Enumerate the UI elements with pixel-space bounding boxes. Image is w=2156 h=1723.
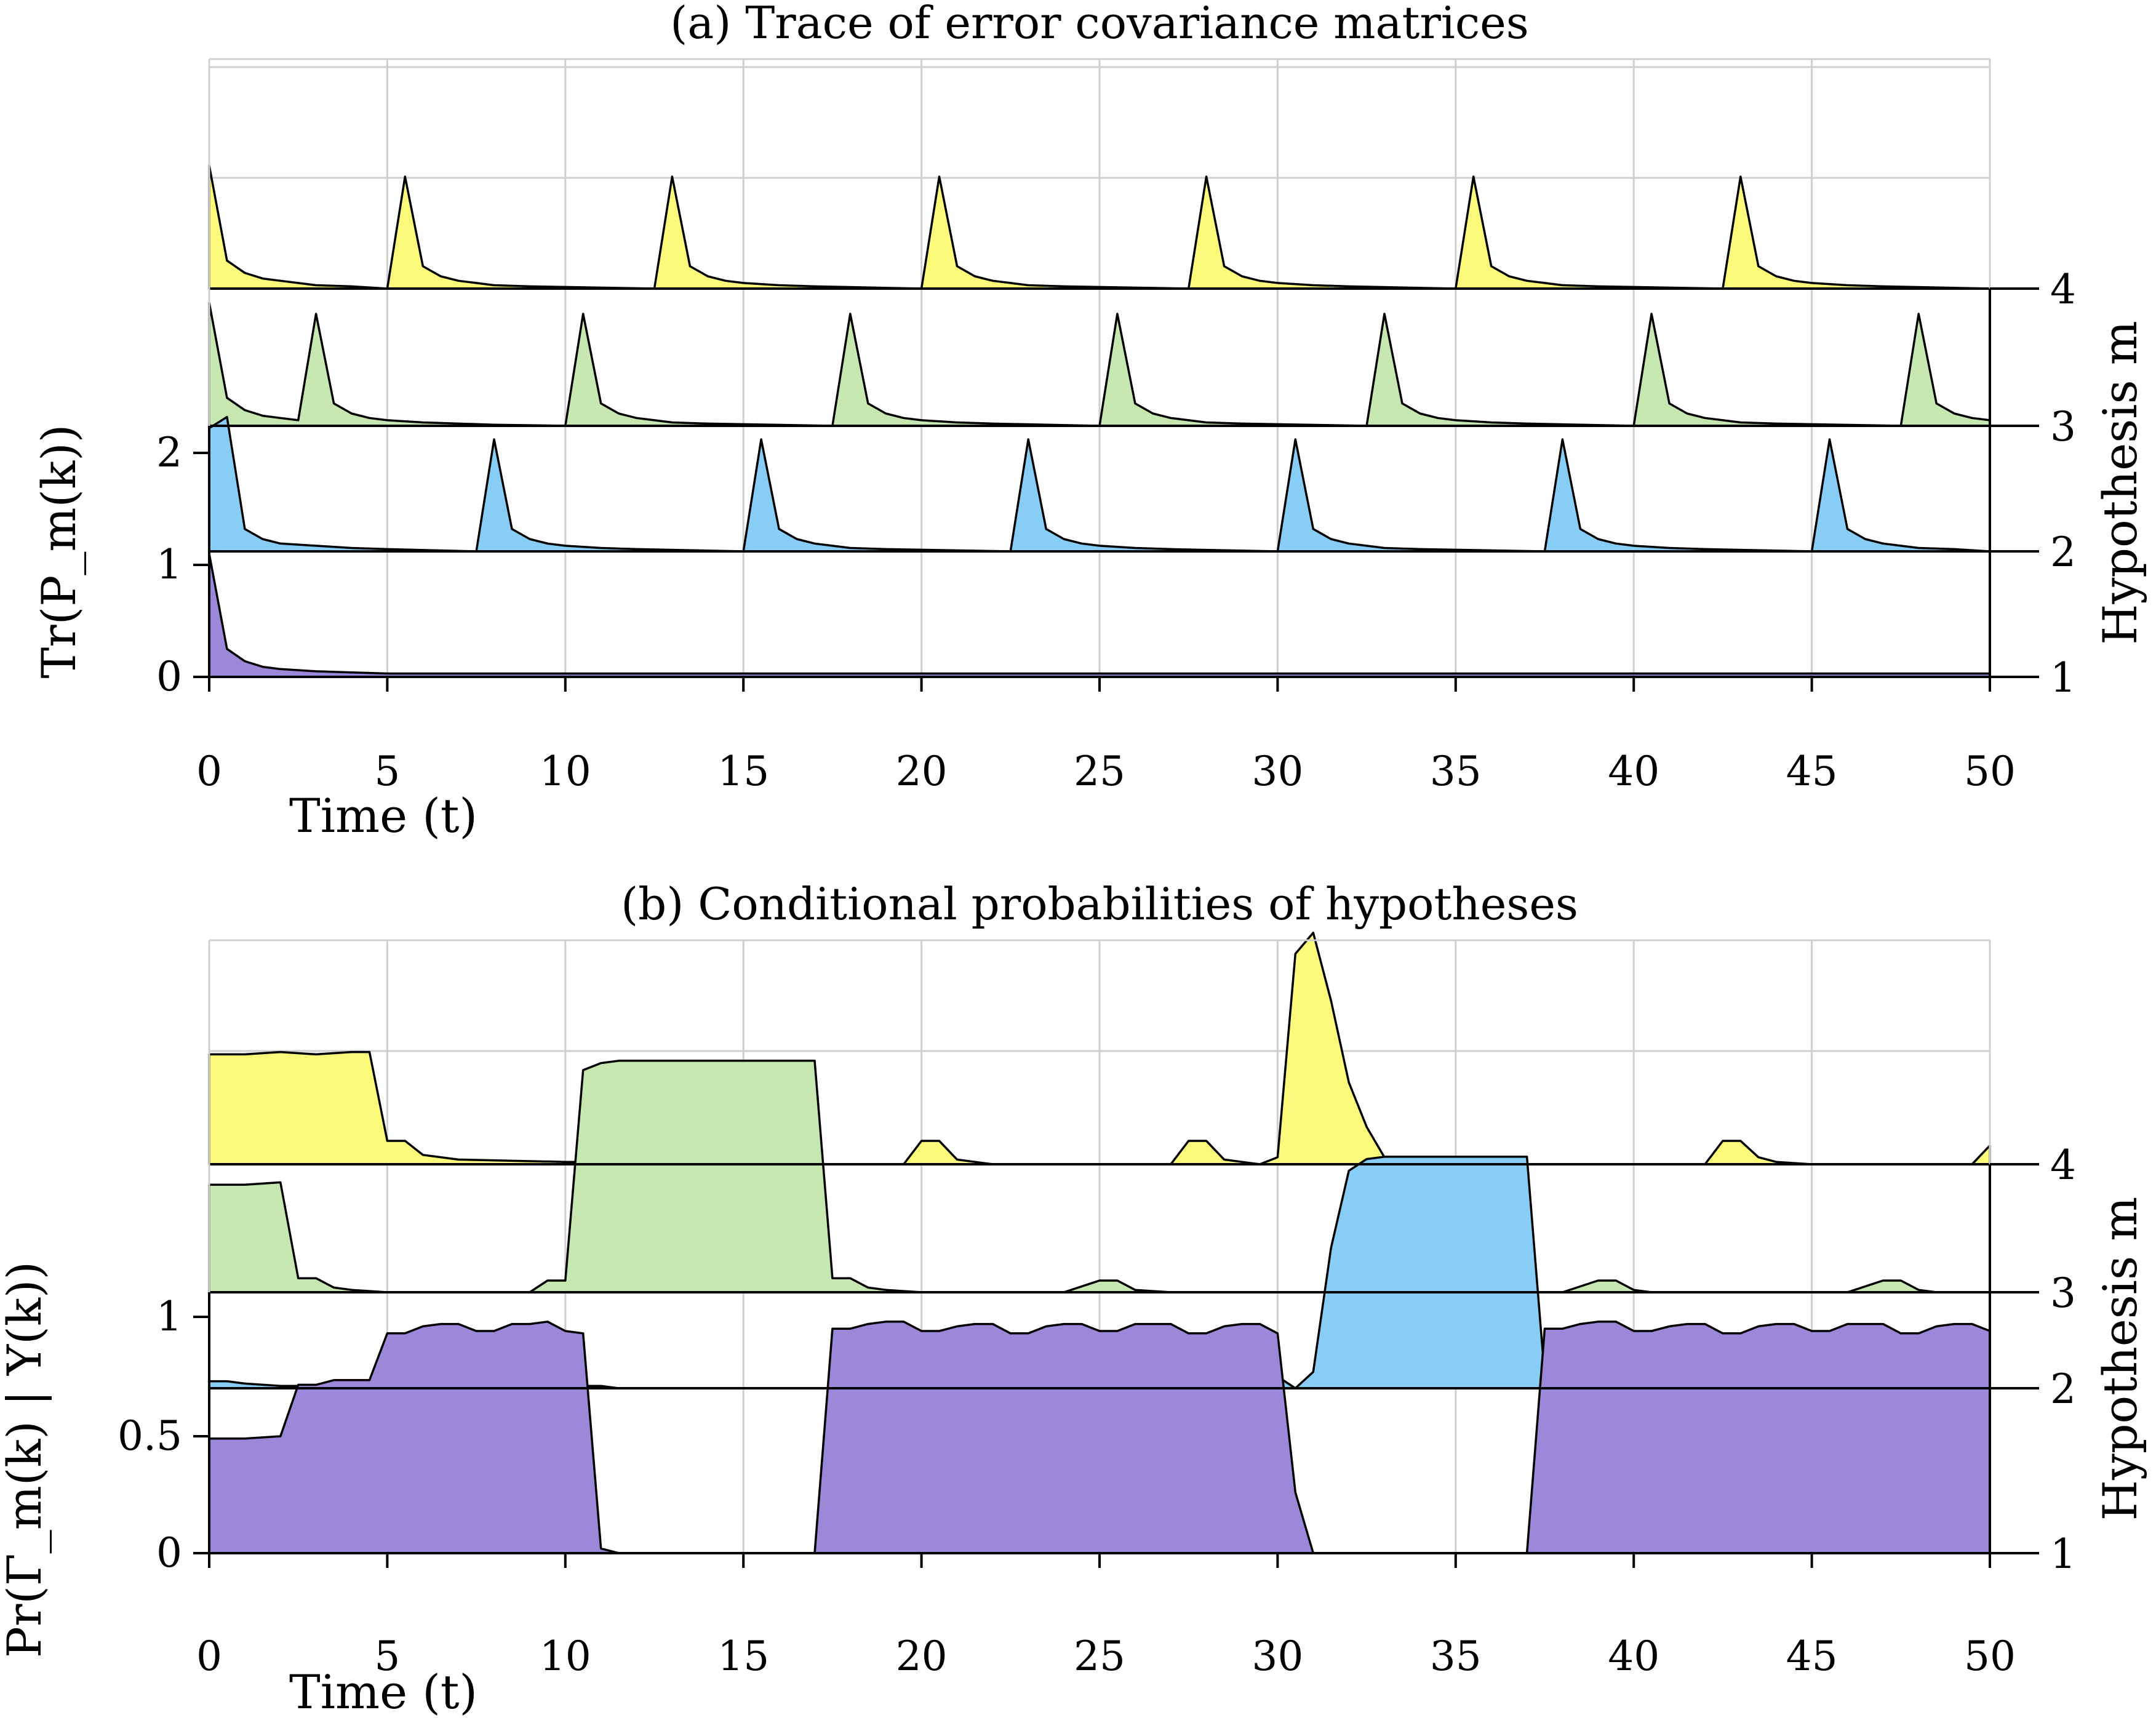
x-tick-label: 5 bbox=[374, 748, 400, 795]
x-tick-label: 25 bbox=[1074, 1633, 1125, 1680]
x-tick-label: 45 bbox=[1786, 748, 1838, 795]
hypothesis-tick-label: 4 bbox=[2050, 1141, 2076, 1189]
series-area-hypothesis-1 bbox=[208, 1321, 1991, 1554]
x-tick-label: 10 bbox=[540, 1633, 591, 1680]
hypothesis-tick-label: 1 bbox=[2050, 654, 2076, 702]
grid bbox=[208, 59, 1991, 678]
x-axis-label: Time (t) bbox=[289, 788, 477, 843]
x-tick-label: 5 bbox=[374, 1633, 400, 1680]
x-tick-label: 50 bbox=[1964, 748, 2016, 795]
x-axis: 0 5 10 15 20 25 30 35 40 45 50 bbox=[196, 677, 2016, 795]
x-tick-label: 35 bbox=[1430, 1633, 1482, 1680]
x-tick-label: 30 bbox=[1252, 1633, 1303, 1680]
y-tick-label: 0 bbox=[156, 653, 182, 700]
x-tick-label: 30 bbox=[1252, 748, 1303, 795]
y-tick-label: 0 bbox=[156, 1529, 182, 1577]
hypothesis-tick-label: 3 bbox=[2050, 1269, 2076, 1317]
x-axis-label: Time (t) bbox=[289, 1665, 477, 1719]
x-tick-label: 35 bbox=[1430, 748, 1482, 795]
y-axis-label: Tr(P_m(k)) bbox=[31, 425, 86, 679]
x-tick-label: 45 bbox=[1786, 1633, 1838, 1680]
hypothesis-tick-label: 3 bbox=[2050, 403, 2076, 450]
x-tick-label: 15 bbox=[717, 748, 769, 795]
x-axis: 0 5 10 15 20 25 30 35 40 45 50 bbox=[196, 1553, 2016, 1680]
y-axis-left: 00.51 bbox=[118, 1293, 209, 1577]
x-tick-label: 20 bbox=[896, 748, 948, 795]
x-tick-label: 20 bbox=[896, 1633, 948, 1680]
panel-a-trace-covariance: 0 5 10 15 20 25 30 35 40 45 50 0 1 2 1 2 3 4 (a) Trace of … bbox=[31, 0, 2147, 843]
hypothesis-tick-label: 2 bbox=[2050, 1365, 2076, 1413]
x-tick-label: 25 bbox=[1074, 748, 1125, 795]
y-tick-label: 0.5 bbox=[118, 1412, 182, 1460]
x-tick-label: 0 bbox=[196, 1633, 222, 1680]
y-axis-right: 1 2 3 4 bbox=[1990, 1141, 2076, 1578]
chart-title: (b) Conditional probabilities of hypothe… bbox=[621, 878, 1578, 930]
hypothesis-tick-label: 1 bbox=[2050, 1530, 2076, 1578]
y-tick-label: 2 bbox=[156, 429, 182, 476]
series-area-hypothesis-4 bbox=[208, 164, 1991, 290]
y-axis-right: 1 2 3 4 bbox=[1990, 266, 2076, 702]
hypothesis-tick-label: 2 bbox=[2050, 529, 2076, 576]
series-area-hypothesis-4 bbox=[208, 932, 1991, 1165]
x-tick-label: 0 bbox=[196, 748, 222, 795]
series-area-hypothesis-1 bbox=[208, 553, 1991, 678]
hypothesis-tick-label: 4 bbox=[2050, 266, 2076, 313]
y-axis-left: 0 1 2 bbox=[156, 429, 209, 700]
series-areas bbox=[208, 932, 1991, 1554]
x-tick-label: 10 bbox=[540, 748, 591, 795]
series-area-hypothesis-2 bbox=[208, 415, 1991, 553]
x-tick-label: 40 bbox=[1608, 1633, 1659, 1680]
x-tick-label: 50 bbox=[1964, 1633, 2016, 1680]
hypothesis-baselines bbox=[209, 287, 1990, 678]
x-tick-label: 15 bbox=[717, 1633, 769, 1680]
chart-title: (a) Trace of error covariance matrices bbox=[670, 0, 1528, 49]
x-tick-label: 40 bbox=[1608, 748, 1659, 795]
y-tick-label: 1 bbox=[156, 541, 182, 588]
hypothesis-axis-label: Hypothesis m bbox=[2093, 321, 2147, 645]
y-axis-label: Pr(Γ_m(k) | Y(k)) bbox=[0, 1261, 52, 1658]
hypothesis-axis-label: Hypothesis m bbox=[2093, 1197, 2147, 1521]
y-tick-label: 1 bbox=[156, 1293, 182, 1340]
